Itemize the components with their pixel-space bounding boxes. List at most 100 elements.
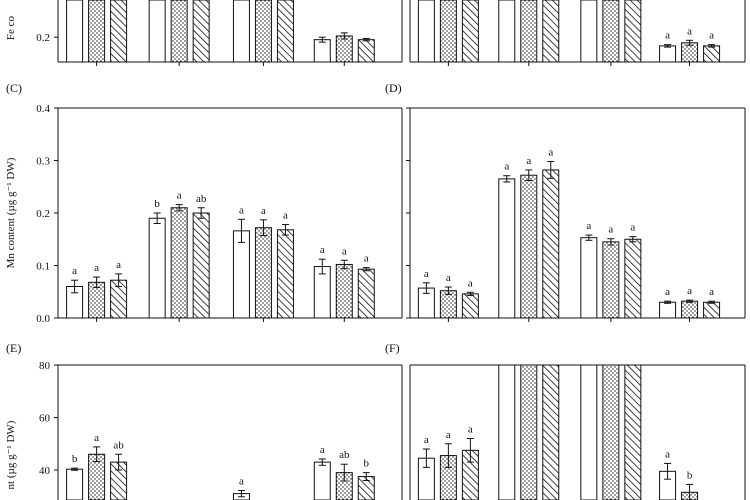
significance-letter: a [665, 30, 670, 42]
bar [520, 0, 538, 63]
bar [335, 35, 353, 63]
significance-letter: a [320, 444, 325, 456]
y-tick-label: 80 [39, 360, 51, 372]
y-tick-label: 0.2 [36, 32, 50, 44]
bar [254, 227, 272, 319]
bar [542, 0, 560, 63]
bar [276, 229, 294, 319]
bar [624, 364, 642, 500]
y-tick-label: 0.0 [36, 313, 50, 325]
y-tick-label: 0.1 [36, 261, 50, 273]
bar [498, 364, 516, 500]
panel-label: (F) [385, 341, 400, 355]
significance-letter: a [116, 259, 121, 271]
bar [254, 0, 272, 63]
bar [602, 0, 620, 63]
panel-label: (E) [6, 341, 21, 355]
significance-letter: a [446, 429, 451, 441]
significance-letter: a [665, 286, 670, 298]
bar [232, 230, 250, 319]
bar [276, 0, 294, 63]
bar [580, 237, 598, 319]
bar [313, 461, 331, 500]
bar [357, 268, 375, 319]
bar [232, 0, 250, 63]
significance-letter: b [687, 469, 693, 481]
significance-letter: b [364, 458, 370, 470]
significance-letter: a [665, 448, 670, 460]
bar [192, 0, 210, 63]
bar [335, 263, 353, 319]
significance-letter: a [94, 432, 99, 444]
bar [703, 45, 721, 63]
bar [681, 300, 699, 319]
panels: 0.2 Fe co a a a (C) 0.0 0.1 0.2 0.3 0.4 Mn content … [5, 0, 746, 500]
significance-letter: a [630, 222, 635, 234]
significance-letter: a [94, 262, 99, 274]
bar [461, 293, 479, 319]
significance-letter: a [468, 277, 473, 289]
significance-letter: a [342, 245, 347, 257]
bar [148, 0, 166, 63]
panel-label: (D) [385, 81, 402, 95]
significance-letter: b [72, 453, 78, 465]
bar [498, 0, 516, 63]
significance-letter: a [424, 434, 429, 446]
bar [66, 468, 84, 500]
bar [439, 0, 457, 63]
bar [520, 174, 538, 319]
bar [602, 241, 620, 319]
significance-letter: a [709, 30, 714, 42]
bar [580, 0, 598, 63]
significance-letter: a [320, 244, 325, 256]
significance-letter: a [446, 272, 451, 284]
bar [659, 45, 677, 63]
bar [417, 0, 435, 63]
bar [357, 39, 375, 63]
significance-letter: a [72, 265, 77, 277]
bar [498, 178, 516, 319]
significance-letter: a [687, 285, 692, 297]
panel-4: (E) 40 60 80 nt (µg g⁻¹ DW) b a ab a a ab b [5, 341, 403, 500]
bar [88, 0, 106, 63]
y-tick-label: 40 [39, 465, 51, 477]
significance-letter: ab [196, 193, 207, 205]
significance-letter: a [239, 204, 244, 216]
bar [170, 207, 188, 319]
y-tick-label: 0.4 [36, 103, 50, 115]
bar [148, 217, 166, 319]
y-tick-label: 0.2 [36, 208, 50, 220]
significance-letter: ab [113, 439, 124, 451]
significance-letter: a [468, 424, 473, 436]
significance-letter: a [239, 475, 244, 487]
significance-letter: a [504, 161, 509, 173]
bar [542, 364, 560, 500]
significance-letter: a [177, 190, 182, 202]
y-axis-label: Fe co [5, 15, 17, 40]
y-axis-label: nt (µg g⁻¹ DW) [5, 420, 17, 489]
significance-letter: ab [339, 449, 350, 461]
panel-label: (C) [6, 81, 22, 95]
bar [192, 212, 210, 319]
y-axis-label: Mn content (µg g⁻¹ DW) [5, 157, 17, 268]
significance-letter: a [608, 224, 613, 236]
bar [110, 0, 128, 63]
bar [624, 238, 642, 319]
significance-letter: a [261, 205, 266, 217]
significance-letter: a [424, 268, 429, 280]
bar [170, 0, 188, 63]
bar [580, 364, 598, 500]
bar [542, 169, 560, 319]
significance-letter: a [586, 220, 591, 232]
y-tick-label: 60 [39, 413, 51, 425]
y-tick-label: 0.3 [36, 156, 50, 168]
significance-letter: a [364, 253, 369, 265]
significance-letter: a [709, 286, 714, 298]
bar [602, 364, 620, 500]
panel-0: 0.2 Fe co [5, 0, 403, 66]
significance-letter: a [548, 147, 553, 159]
panel-3: (D) a a a a a a a a a a a a [385, 81, 746, 322]
bar [461, 0, 479, 63]
